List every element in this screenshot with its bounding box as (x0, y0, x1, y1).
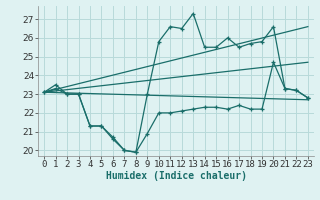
X-axis label: Humidex (Indice chaleur): Humidex (Indice chaleur) (106, 171, 246, 181)
